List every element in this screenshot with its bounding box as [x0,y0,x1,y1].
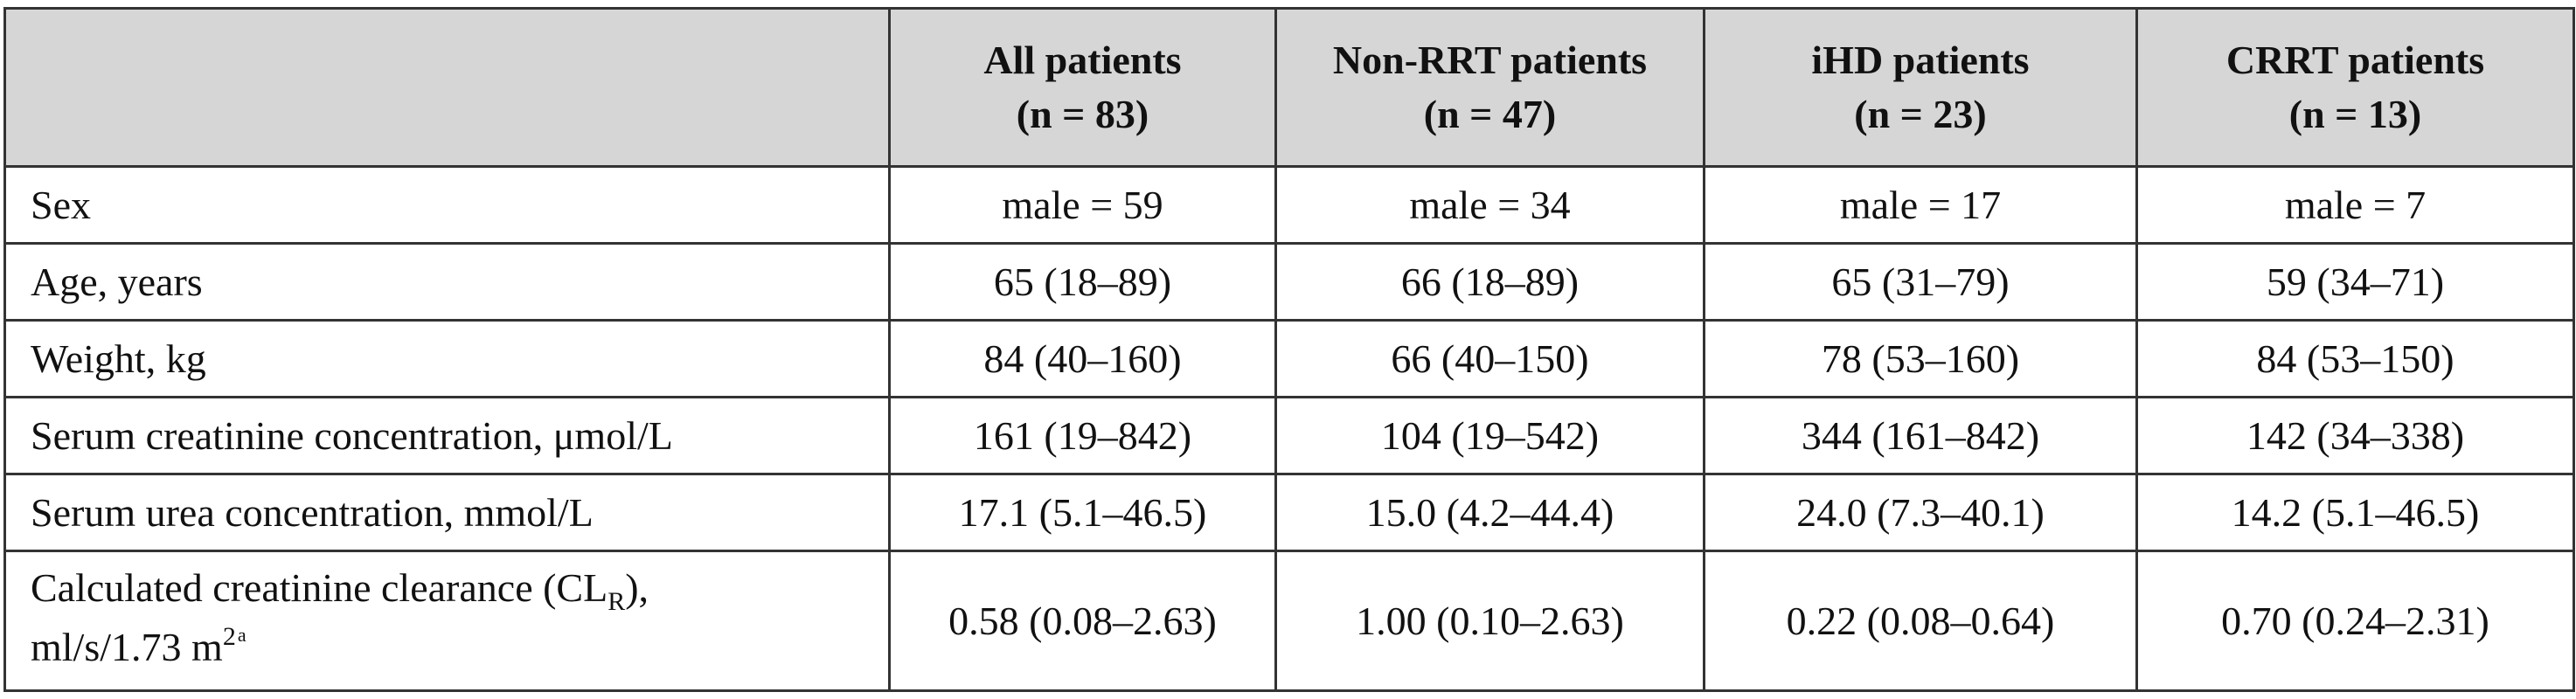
table-row-creatinine-clearance: Calculated creatinine clearance (CLR), m… [3,550,2575,692]
row-label-line2: ml/s/1.73 m2a [31,620,867,682]
header-line2: (n = 83) [1016,92,1149,136]
row-label-line1: Calculated creatinine clearance (CLR), [31,561,867,620]
header-line2: (n = 23) [1854,92,1987,136]
header-line2: (n = 47) [1423,92,1557,136]
header-all-patients: All patients (n = 83) [888,7,1277,168]
header-line2: (n = 13) [2288,92,2422,136]
cell-value: 14.2 (5.1–46.5) [2135,473,2575,552]
cell-value: 59 (34–71) [2135,242,2575,322]
row-label: Weight, kg [3,319,891,398]
table-row-serum-urea: Serum urea concentration, mmol/L 17.1 (5… [3,473,2575,552]
cell-value: 66 (18–89) [1274,242,1705,322]
header-line1: All patients [983,38,1182,82]
table-row-age: Age, years 65 (18–89) 66 (18–89) 65 (31–… [3,242,2575,322]
cell-value: 0.70 (0.24–2.31) [2135,550,2575,692]
table-container: All patients (n = 83) Non-RRT patients (… [3,7,2575,692]
label-subscript: R [608,586,626,616]
cell-value: male = 7 [2135,165,2575,245]
cell-value: 1.00 (0.10–2.63) [1274,550,1705,692]
header-line1: CRRT patients [2225,38,2485,82]
cell-value: 66 (40–150) [1274,319,1705,398]
header-line1: Non-RRT patients [1332,38,1648,82]
patient-characteristics-table: All patients (n = 83) Non-RRT patients (… [3,7,2575,692]
cell-value: 142 (34–338) [2135,396,2575,475]
header-corner-cell [3,7,891,168]
table-header: All patients (n = 83) Non-RRT patients (… [3,7,2575,168]
cell-value: 84 (40–160) [888,319,1277,398]
cell-value: 65 (18–89) [888,242,1277,322]
table-row-sex: Sex male = 59 male = 34 male = 17 male =… [3,165,2575,245]
cell-value: 0.58 (0.08–2.63) [888,550,1277,692]
cell-value: male = 34 [1274,165,1705,245]
header-crrt-patients: CRRT patients (n = 13) [2135,7,2575,168]
cell-value: 84 (53–150) [2135,319,2575,398]
cell-value: 344 (161–842) [1703,396,2138,475]
row-label: Serum urea concentration, mmol/L [3,473,891,552]
row-label: Age, years [3,242,891,322]
header-non-rrt-patients: Non-RRT patients (n = 47) [1274,7,1705,168]
cell-value: 78 (53–160) [1703,319,2138,398]
label-text: ml/s/1.73 m [31,624,223,669]
cell-value: 15.0 (4.2–44.4) [1274,473,1705,552]
header-line1: iHD patients [1811,38,2030,82]
table-row-weight: Weight, kg 84 (40–160) 66 (40–150) 78 (5… [3,319,2575,398]
footnote-marker: a [237,623,246,646]
table-row-serum-creatinine: Serum creatinine concentration, μmol/L 1… [3,396,2575,475]
cell-value: 161 (19–842) [888,396,1277,475]
label-text: Calculated creatinine clearance (CL [31,564,608,610]
cell-value: male = 17 [1703,165,2138,245]
cell-value: 17.1 (5.1–46.5) [888,473,1277,552]
header-row: All patients (n = 83) Non-RRT patients (… [3,7,2575,168]
cell-value: 24.0 (7.3–40.1) [1703,473,2138,552]
label-text: ), [625,564,649,610]
cell-value: male = 59 [888,165,1277,245]
cell-value: 0.22 (0.08–0.64) [1703,550,2138,692]
row-label: Sex [3,165,891,245]
table-body: Sex male = 59 male = 34 male = 17 male =… [3,165,2575,692]
label-superscript: 2 [222,621,236,651]
row-label: Calculated creatinine clearance (CLR), m… [3,550,891,692]
header-ihd-patients: iHD patients (n = 23) [1703,7,2138,168]
cell-value: 104 (19–542) [1274,396,1705,475]
row-label: Serum creatinine concentration, μmol/L [3,396,891,475]
cell-value: 65 (31–79) [1703,242,2138,322]
